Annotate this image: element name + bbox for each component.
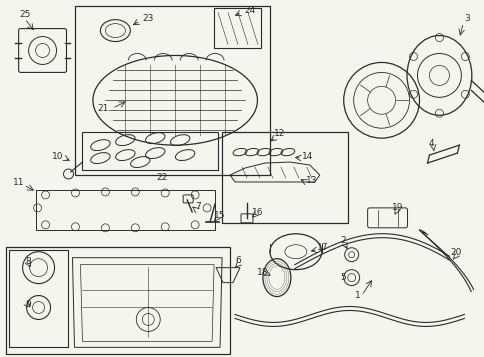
Text: 24: 24 xyxy=(244,6,255,15)
Text: 14: 14 xyxy=(302,152,313,161)
Text: 1: 1 xyxy=(354,291,360,300)
Text: 13: 13 xyxy=(305,176,317,186)
Text: 21: 21 xyxy=(97,104,109,113)
Text: 5: 5 xyxy=(339,273,345,282)
Text: 8: 8 xyxy=(26,257,31,266)
Text: 7: 7 xyxy=(195,202,200,211)
Text: 12: 12 xyxy=(273,129,285,138)
Text: 18: 18 xyxy=(257,268,268,277)
Text: 10: 10 xyxy=(52,152,63,161)
Text: 25: 25 xyxy=(19,10,30,19)
Text: 17: 17 xyxy=(317,243,328,252)
Text: 16: 16 xyxy=(252,208,263,217)
Text: 4: 4 xyxy=(428,139,433,148)
Text: 15: 15 xyxy=(214,211,226,220)
Text: 22: 22 xyxy=(156,172,167,181)
Text: 9: 9 xyxy=(26,300,31,309)
Text: 23: 23 xyxy=(142,14,153,23)
Text: 3: 3 xyxy=(464,14,469,23)
Text: 2: 2 xyxy=(339,236,345,245)
Text: 19: 19 xyxy=(391,203,403,212)
Text: 6: 6 xyxy=(235,256,241,265)
Text: 20: 20 xyxy=(450,248,461,257)
Text: 11: 11 xyxy=(13,178,24,187)
